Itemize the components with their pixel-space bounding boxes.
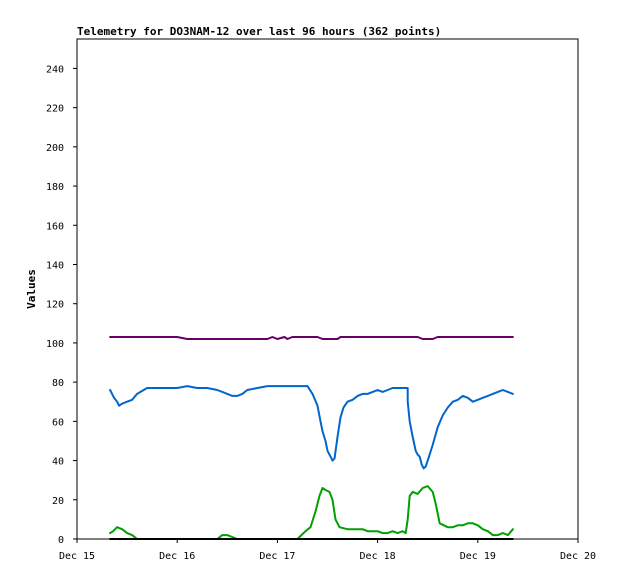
y-tick-label: 180 [46,182,64,193]
series-line-2 [109,385,514,470]
y-tick-label: 160 [46,221,64,232]
y-tick-label: 40 [52,457,64,468]
y-tick-label: 140 [46,260,64,271]
y-axis-title: Values [25,269,38,309]
y-tick-label: 100 [46,339,64,350]
x-tick-label: Dec 18 [360,551,396,562]
plot-frame [76,38,579,540]
x-tick-label: Dec 19 [460,551,496,562]
x-tick-label: Dec 20 [560,551,596,562]
chart-title: Telemetry for DO3NAM-12 over last 96 hou… [77,25,441,38]
x-tick-label: Dec 15 [59,551,95,562]
y-tick-label: 60 [52,417,64,428]
x-axis: Dec 15 Dec 16 Dec 17 Dec 18 Dec 19 Dec 20 [59,539,596,562]
x-tick-label: Dec 17 [259,551,295,562]
y-tick-label: 220 [46,104,64,115]
y-tick-label: 20 [52,496,64,507]
series-line-3 [109,485,514,540]
y-tick-label: 80 [52,378,64,389]
y-tick-label: 0 [58,535,64,546]
x-tick-label: Dec 16 [159,551,195,562]
y-tick-label: 200 [46,143,64,154]
series-layer [109,336,514,540]
y-tick-label: 240 [46,64,64,75]
series-line-1 [109,336,514,340]
y-tick-label: 120 [46,300,64,311]
y-axis: 0 20 40 60 80 100 120 140 160 180 200 220 240 [46,64,77,546]
